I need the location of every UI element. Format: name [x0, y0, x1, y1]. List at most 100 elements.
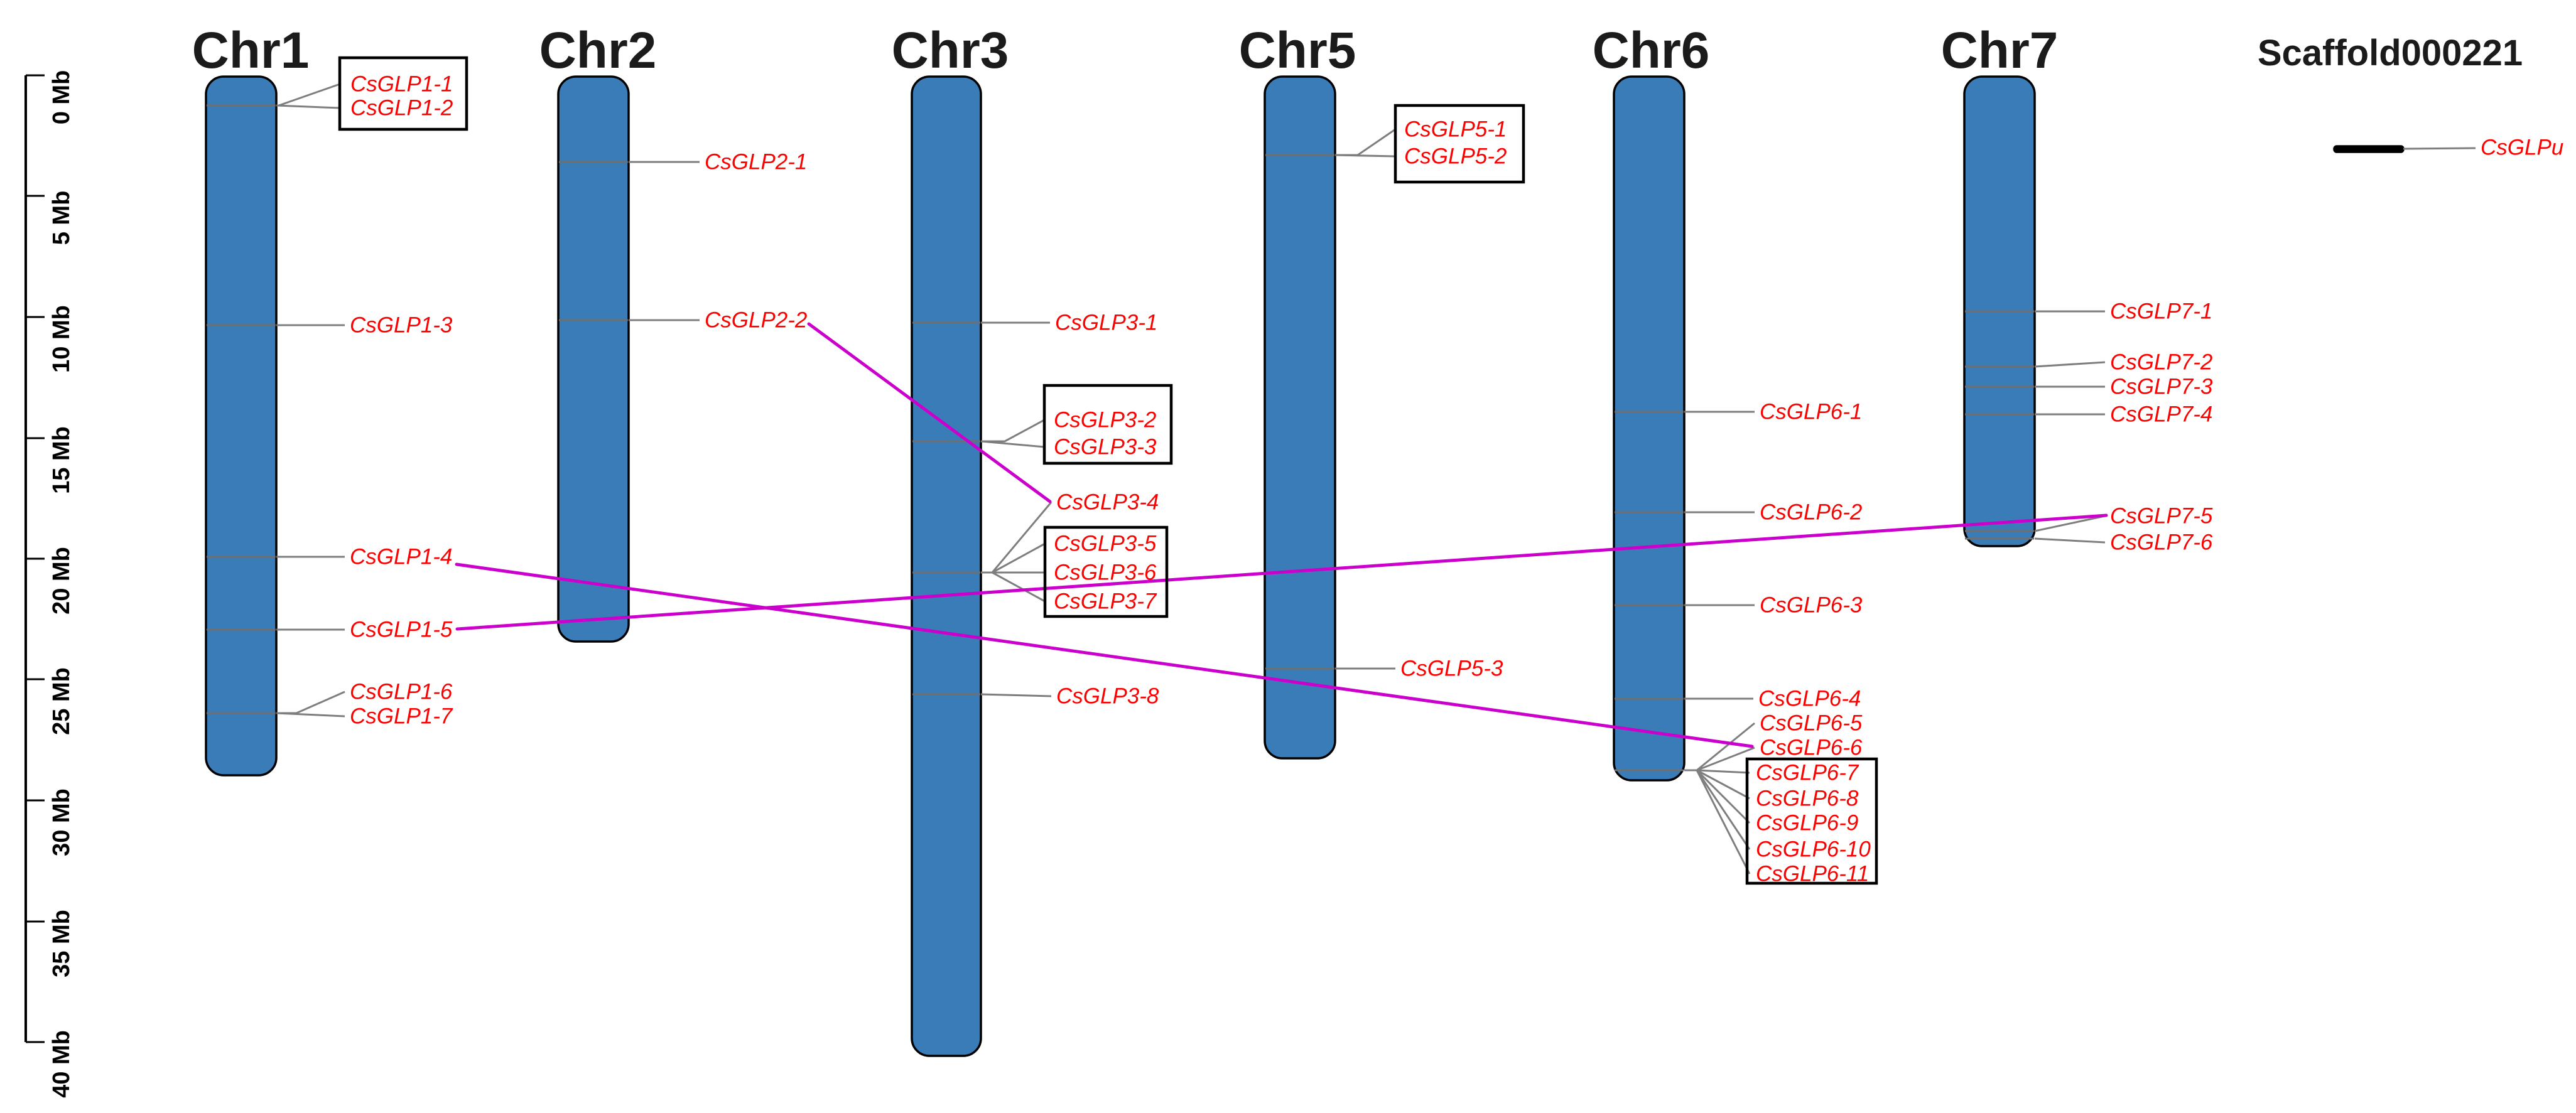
gene-label-CsGLP6-5: CsGLP6-5 — [1760, 711, 1863, 736]
gene-connector-CsGLP7-5 — [2034, 515, 2106, 532]
gene-connector-CsGLP1-6 — [276, 691, 345, 714]
chromosome-header-chr1: Chr1 — [192, 22, 310, 79]
chromosome-header-chr5: Chr5 — [1239, 22, 1356, 79]
chromosome-header-chr6: Chr6 — [1593, 22, 1710, 79]
gene-connector-CsGLP5-2 — [1334, 154, 1396, 158]
gene-label-CsGLP3-5: CsGLP3-5 — [1054, 532, 1157, 556]
gene-label-CsGLP5-1: CsGLP5-1 — [1404, 117, 1507, 142]
gene-connector-CsGLP6-9 — [1696, 769, 1751, 824]
gene-label-CsGLP1-3: CsGLP1-3 — [350, 313, 453, 338]
ruler-label-10mb: 10 Mb — [48, 305, 75, 373]
duplication-link-CsGLP1-4-CsGLP6-6 — [455, 562, 1754, 748]
gene-label-CsGLP6-7: CsGLP6-7 — [1756, 761, 1859, 785]
ruler-label-20mb: 20 Mb — [48, 547, 75, 615]
gene-connector-CsGLP6-6 — [1696, 746, 1755, 772]
gene-label-CsGLP2-2: CsGLP2-2 — [705, 308, 807, 333]
ruler-label-0mb: 0 Mb — [48, 70, 75, 125]
gene-cluster-box-0 — [338, 56, 468, 131]
gene-cluster-box-2 — [1043, 525, 1169, 618]
gene-connector-CsGLP7-2 — [2034, 361, 2106, 368]
gene-label-CsGLP3-4: CsGLP3-4 — [1056, 490, 1159, 515]
layer-headers: Chr1 Chr2 Chr3 Chr5 Chr6 Chr7 Scaffold000221 — [192, 22, 2523, 79]
chromosome-header-scaffold000221: Scaffold000221 — [2258, 33, 2523, 73]
gene-label-CsGLP5-3: CsGLP5-3 — [1400, 657, 1503, 681]
chromosome-bar-chr3 — [911, 75, 982, 1057]
gene-connector-CsGLP3-3 — [980, 440, 1045, 448]
gene-label-CsGLP1-1: CsGLP1-1 — [350, 72, 453, 97]
gene-connector-CsGLP1-1 — [278, 83, 340, 107]
gene-label-CsGLPu: CsGLPu — [2481, 136, 2563, 160]
layer-links — [455, 322, 2108, 748]
gene-label-CsGLP1-4: CsGLP1-4 — [350, 545, 452, 569]
gene-label-CsGLP7-3: CsGLP7-3 — [2110, 375, 2213, 399]
gene-label-CsGLP6-11: CsGLP6-11 — [1756, 862, 1869, 886]
gene-label-CsGLP1-2: CsGLP1-2 — [350, 96, 453, 121]
gene-label-CsGLP7-5: CsGLP7-5 — [2110, 504, 2213, 529]
gene-label-CsGLP3-3: CsGLP3-3 — [1054, 435, 1157, 460]
gene-connector-CsGLP3-5 — [992, 542, 1046, 574]
gene-label-CsGLP2-1: CsGLP2-1 — [705, 150, 807, 175]
gene-label-CsGLP7-2: CsGLP7-2 — [2110, 350, 2212, 375]
gene-connector-CsGLP3-7 — [992, 571, 1046, 603]
gene-connector-CsGLP6-8 — [1696, 769, 1750, 800]
gene-label-CsGLP6-6: CsGLP6-6 — [1760, 736, 1863, 760]
layer-ruler: 0 Mb 5 Mb 10 Mb 15 Mb 20 Mb 25 Mb 30 Mb 35 Mb 40… — [24, 70, 75, 1098]
chromosome-bar-scaffold000221 — [2333, 145, 2405, 153]
chromosome-header-chr3: Chr3 — [892, 22, 1009, 79]
gene-label-CsGLP6-3: CsGLP6-3 — [1760, 593, 1863, 618]
layer-boxes — [338, 56, 1878, 885]
gene-connector-CsGLP1-7 — [276, 712, 345, 718]
ruler-label-35mb: 35 Mb — [48, 910, 75, 977]
gene-connector-CsGLP6-11 — [1696, 770, 1751, 874]
gene-label-CsGLP6-9: CsGLP6-9 — [1756, 811, 1858, 836]
chromosome-bar-chr2 — [557, 75, 630, 643]
gene-connector-CsGLP1-2 — [276, 104, 340, 109]
layer-bars — [205, 75, 2405, 1057]
ruler-label-15mb: 15 Mb — [48, 426, 75, 494]
layer-ticks — [207, 104, 2034, 772]
chromosome-bar-chr5 — [1264, 75, 1336, 760]
gene-cluster-box-4 — [1745, 757, 1878, 885]
ruler-label-5mb: 5 Mb — [48, 191, 75, 245]
gene-label-CsGLP1-5: CsGLP1-5 — [350, 618, 453, 642]
ruler-label-25mb: 25 Mb — [48, 667, 75, 735]
chromosome-bar-chr1 — [205, 75, 278, 777]
gene-cluster-box-3 — [1394, 104, 1525, 184]
gene-label-CsGLP6-10: CsGLP6-10 — [1756, 837, 1871, 862]
chromosome-header-chr2: Chr2 — [539, 22, 657, 79]
gene-label-CsGLP7-6: CsGLP7-6 — [2110, 530, 2213, 555]
duplication-link-CsGLP2-2-CsGLP3-4 — [807, 322, 1052, 503]
gene-label-CsGLP3-2: CsGLP3-2 — [1054, 408, 1156, 433]
gene-connector-CsGLP6-10 — [1696, 770, 1751, 850]
gene-label-CsGLP6-1: CsGLP6-1 — [1760, 400, 1862, 424]
gene-cluster-box-1 — [1042, 384, 1173, 465]
gene-label-CsGLP6-2: CsGLP6-2 — [1760, 500, 1862, 525]
gene-label-CsGLP7-1: CsGLP7-1 — [2110, 299, 2212, 324]
gene-label-CsGLP1-7: CsGLP1-7 — [350, 704, 453, 729]
gene-label-CsGLP7-4: CsGLP7-4 — [2110, 402, 2212, 427]
gene-label-CsGLP3-7: CsGLP3-7 — [1054, 589, 1157, 614]
gene-label-CsGLP6-4: CsGLP6-4 — [1758, 687, 1861, 711]
layer-conns — [276, 83, 2476, 874]
gene-label-CsGLP1-6: CsGLP1-6 — [350, 680, 453, 704]
ruler-label-40mb: 40 Mb — [48, 1030, 75, 1098]
chromosome-bar-chr6 — [1613, 75, 1686, 782]
gene-connector-CsGLP3-2 — [981, 419, 1045, 443]
gene-label-CsGLP5-2: CsGLP5-2 — [1404, 144, 1507, 169]
gene-connector-CsGLP3-4 — [981, 502, 1053, 574]
gene-label-CsGLP3-8: CsGLP3-8 — [1056, 684, 1159, 709]
chromosome-header-chr7: Chr7 — [1941, 22, 2059, 79]
ruler-label-30mb: 30 Mb — [48, 788, 75, 856]
gene-label-CsGLP3-1: CsGLP3-1 — [1055, 311, 1157, 335]
gene-connector-CsGLP6-7 — [1696, 769, 1750, 774]
duplication-link-CsGLP1-5-CsGLP7-5 — [455, 513, 2108, 631]
gene-label-CsGLP3-6: CsGLP3-6 — [1054, 561, 1157, 585]
gene-connector-CsGLP3-8 — [980, 693, 1052, 697]
gene-connector-CsGLP5-1 — [1335, 128, 1396, 156]
gene-connector-CsGLP7-6 — [2034, 537, 2106, 544]
gene-label-CsGLP6-8: CsGLP6-8 — [1756, 787, 1859, 811]
gene-connector-CsGLPu — [2403, 147, 2476, 150]
